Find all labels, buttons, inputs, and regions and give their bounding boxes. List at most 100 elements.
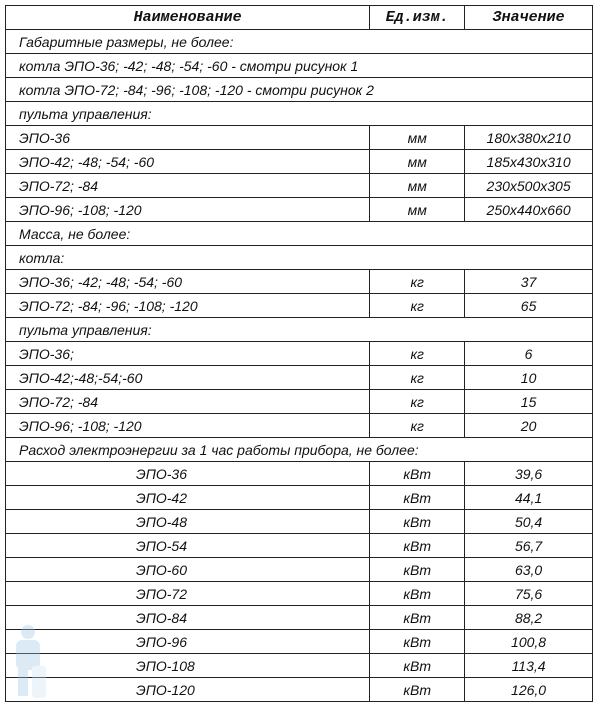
- item-unit: мм: [369, 197, 466, 222]
- section-row: Расход электроэнергии за 1 час работы пр…: [5, 437, 593, 462]
- section-row: Габаритные размеры, не более:: [5, 29, 593, 54]
- table-row: ЭПО-72; -84; -96; -108; -120 кг 65: [4, 293, 593, 318]
- section-row: пульта управления:: [5, 101, 593, 126]
- item-unit: кВт: [369, 485, 466, 510]
- table-row: ЭПО-36 мм 180x380x210: [4, 125, 593, 150]
- item-name: ЭПО-72; -84: [4, 389, 371, 414]
- section-title: котла ЭПО-36; -42; -48; -54; -60 - смотр…: [5, 53, 593, 78]
- item-name: ЭПО-36;: [4, 341, 371, 366]
- item-value: 88,2: [464, 605, 593, 630]
- item-unit: кВт: [369, 461, 466, 486]
- table-row: ЭПО-42 кВт 44,1: [4, 485, 593, 510]
- item-value: 180x380x210: [464, 125, 593, 150]
- item-unit: кг: [369, 341, 466, 366]
- item-unit: кВт: [369, 581, 466, 606]
- item-value: 56,7: [464, 533, 593, 558]
- item-unit: кВт: [369, 557, 466, 582]
- section-title: Расход электроэнергии за 1 час работы пр…: [5, 437, 593, 462]
- item-name: ЭПО-42;-48;-54;-60: [4, 365, 371, 390]
- item-value: 230x500x305: [464, 173, 593, 198]
- item-value: 50,4: [464, 509, 593, 534]
- table-row: ЭПО-36; кг 6: [4, 341, 593, 366]
- item-name: ЭПО-96; -108; -120: [4, 197, 371, 222]
- item-unit: мм: [369, 149, 466, 174]
- item-name: ЭПО-72: [4, 581, 371, 606]
- section-row: Масса, не более:: [5, 221, 593, 246]
- item-unit: кВт: [369, 605, 466, 630]
- item-name: ЭПО-96; -108; -120: [4, 413, 371, 438]
- item-unit: кВт: [369, 653, 466, 678]
- section-title: котла ЭПО-72; -84; -96; -108; -120 - смо…: [5, 77, 593, 102]
- item-name: ЭПО-120: [4, 677, 371, 702]
- item-name: ЭПО-72; -84; -96; -108; -120: [4, 293, 371, 318]
- section-row: котла ЭПО-72; -84; -96; -108; -120 - смо…: [5, 77, 593, 102]
- table-row: ЭПО-54 кВт 56,7: [4, 533, 593, 558]
- item-value: 100,8: [464, 629, 593, 654]
- table-row: ЭПО-72 кВт 75,6: [4, 581, 593, 606]
- item-unit: кг: [369, 413, 466, 438]
- item-unit: мм: [369, 173, 466, 198]
- header-name: Наименование: [4, 5, 371, 30]
- item-name: ЭПО-42; -48; -54; -60: [4, 149, 371, 174]
- item-value: 20: [464, 413, 593, 438]
- item-name: ЭПО-36: [4, 125, 371, 150]
- item-unit: кг: [369, 389, 466, 414]
- section-title: Масса, не более:: [5, 221, 593, 246]
- item-unit: кг: [369, 293, 466, 318]
- item-value: 65: [464, 293, 593, 318]
- section-row: пульта управления:: [5, 317, 593, 342]
- section-title: Габаритные размеры, не более:: [5, 29, 593, 54]
- header-unit: Ед.изм.: [369, 5, 466, 30]
- item-name: ЭПО-36; -42; -48; -54; -60: [4, 269, 371, 294]
- table-row: ЭПО-60 кВт 63,0: [4, 557, 593, 582]
- table-row: ЭПО-36; -42; -48; -54; -60 кг 37: [4, 269, 593, 294]
- item-value: 185x430x310: [464, 149, 593, 174]
- section-title: пульта управления:: [5, 317, 593, 342]
- item-value: 113,4: [464, 653, 593, 678]
- item-value: 10: [464, 365, 593, 390]
- table-row: ЭПО-96 кВт 100,8: [4, 629, 593, 654]
- table-row: ЭПО-96; -108; -120 кг 20: [4, 413, 593, 438]
- item-name: ЭПО-72; -84: [4, 173, 371, 198]
- item-name: ЭПО-36: [4, 461, 371, 486]
- item-value: 75,6: [464, 581, 593, 606]
- item-name: ЭПО-54: [4, 533, 371, 558]
- table-row: ЭПО-48 кВт 50,4: [4, 509, 593, 534]
- item-unit: кВт: [369, 677, 466, 702]
- item-name: ЭПО-108: [4, 653, 371, 678]
- table-row: ЭПО-72; -84 кг 15: [4, 389, 593, 414]
- item-name: ЭПО-42: [4, 485, 371, 510]
- table-row: ЭПО-96; -108; -120 мм 250x440x660: [4, 197, 593, 222]
- table-row: ЭПО-84 кВт 88,2: [4, 605, 593, 630]
- item-value: 126,0: [464, 677, 593, 702]
- table-row: ЭПО-72; -84 мм 230x500x305: [4, 173, 593, 198]
- table-row: ЭПО-42; -48; -54; -60 мм 185x430x310: [4, 149, 593, 174]
- item-value: 250x440x660: [464, 197, 593, 222]
- watermark-figure-icon: [16, 625, 46, 698]
- item-unit: кВт: [369, 629, 466, 654]
- item-unit: мм: [369, 125, 466, 150]
- table-row: ЭПО-108 кВт 113,4: [4, 653, 593, 678]
- section-row: котла:: [5, 245, 593, 270]
- item-value: 6: [464, 341, 593, 366]
- item-name: ЭПО-84: [4, 605, 371, 630]
- item-value: 37: [464, 269, 593, 294]
- table-row: ЭПО-42;-48;-54;-60 кг 10: [4, 365, 593, 390]
- header-value: Значение: [464, 5, 593, 30]
- section-row: котла ЭПО-36; -42; -48; -54; -60 - смотр…: [5, 53, 593, 78]
- item-value: 15: [464, 389, 593, 414]
- specifications-table: Наименование Ед.изм. Значение Габаритные…: [4, 5, 593, 702]
- item-unit: кВт: [369, 533, 466, 558]
- section-title: пульта управления:: [5, 101, 593, 126]
- header-row: Наименование Ед.изм. Значение: [4, 5, 593, 30]
- table-row: ЭПО-36 кВт 39,6: [4, 461, 593, 486]
- item-name: ЭПО-48: [4, 509, 371, 534]
- item-value: 44,1: [464, 485, 593, 510]
- item-unit: кг: [369, 269, 466, 294]
- item-name: ЭПО-60: [4, 557, 371, 582]
- item-unit: кг: [369, 365, 466, 390]
- table-row: ЭПО-120 кВт 126,0: [4, 677, 593, 702]
- item-unit: кВт: [369, 509, 466, 534]
- section-title: котла:: [5, 245, 593, 270]
- item-value: 39,6: [464, 461, 593, 486]
